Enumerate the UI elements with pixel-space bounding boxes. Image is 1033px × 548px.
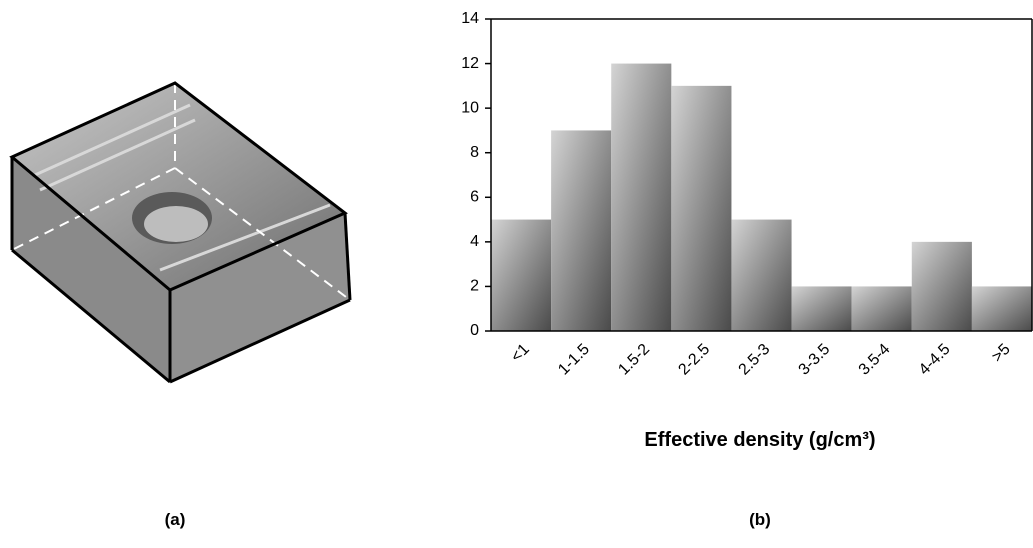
y-tick-label: 10 [461, 99, 479, 116]
caption: (b) [749, 510, 771, 529]
y-tick-label: 8 [470, 144, 479, 161]
bar [972, 286, 1032, 331]
bar [792, 286, 852, 331]
bar [611, 64, 671, 331]
hole-inner [144, 206, 208, 242]
y-tick-label: 6 [470, 189, 479, 206]
caption: (a) [165, 510, 186, 529]
x-tick-label: 3.5-4 [856, 341, 894, 379]
x-axis-title: Effective density (g/cm³) [644, 429, 875, 451]
bar [912, 242, 972, 331]
x-tick-label: 1-1.5 [555, 341, 593, 379]
x-tick-label: >5 [989, 341, 1014, 366]
x-tick-label: 1.5-2 [615, 341, 653, 379]
x-tick-label: 3-3.5 [796, 341, 834, 379]
x-tick-label: 4-4.5 [916, 341, 954, 379]
y-tick-label: 12 [461, 55, 479, 72]
x-tick-label: 2.5-3 [736, 341, 774, 379]
y-tick-label: 4 [470, 233, 479, 250]
y-tick-label: 14 [461, 10, 479, 27]
bar [731, 220, 791, 331]
x-tick-label: 2-2.5 [675, 341, 713, 379]
y-tick-label: 2 [470, 278, 479, 295]
bar [551, 130, 611, 331]
figure: (a) (b) Effective density (g/cm³) <1 1-1.… [0, 0, 1033, 548]
x-tick-label: <1 [508, 341, 533, 366]
bar [491, 220, 551, 331]
part-render [12, 83, 350, 382]
y-tick-label: 0 [470, 322, 479, 339]
bar [671, 86, 731, 331]
bar [852, 286, 912, 331]
